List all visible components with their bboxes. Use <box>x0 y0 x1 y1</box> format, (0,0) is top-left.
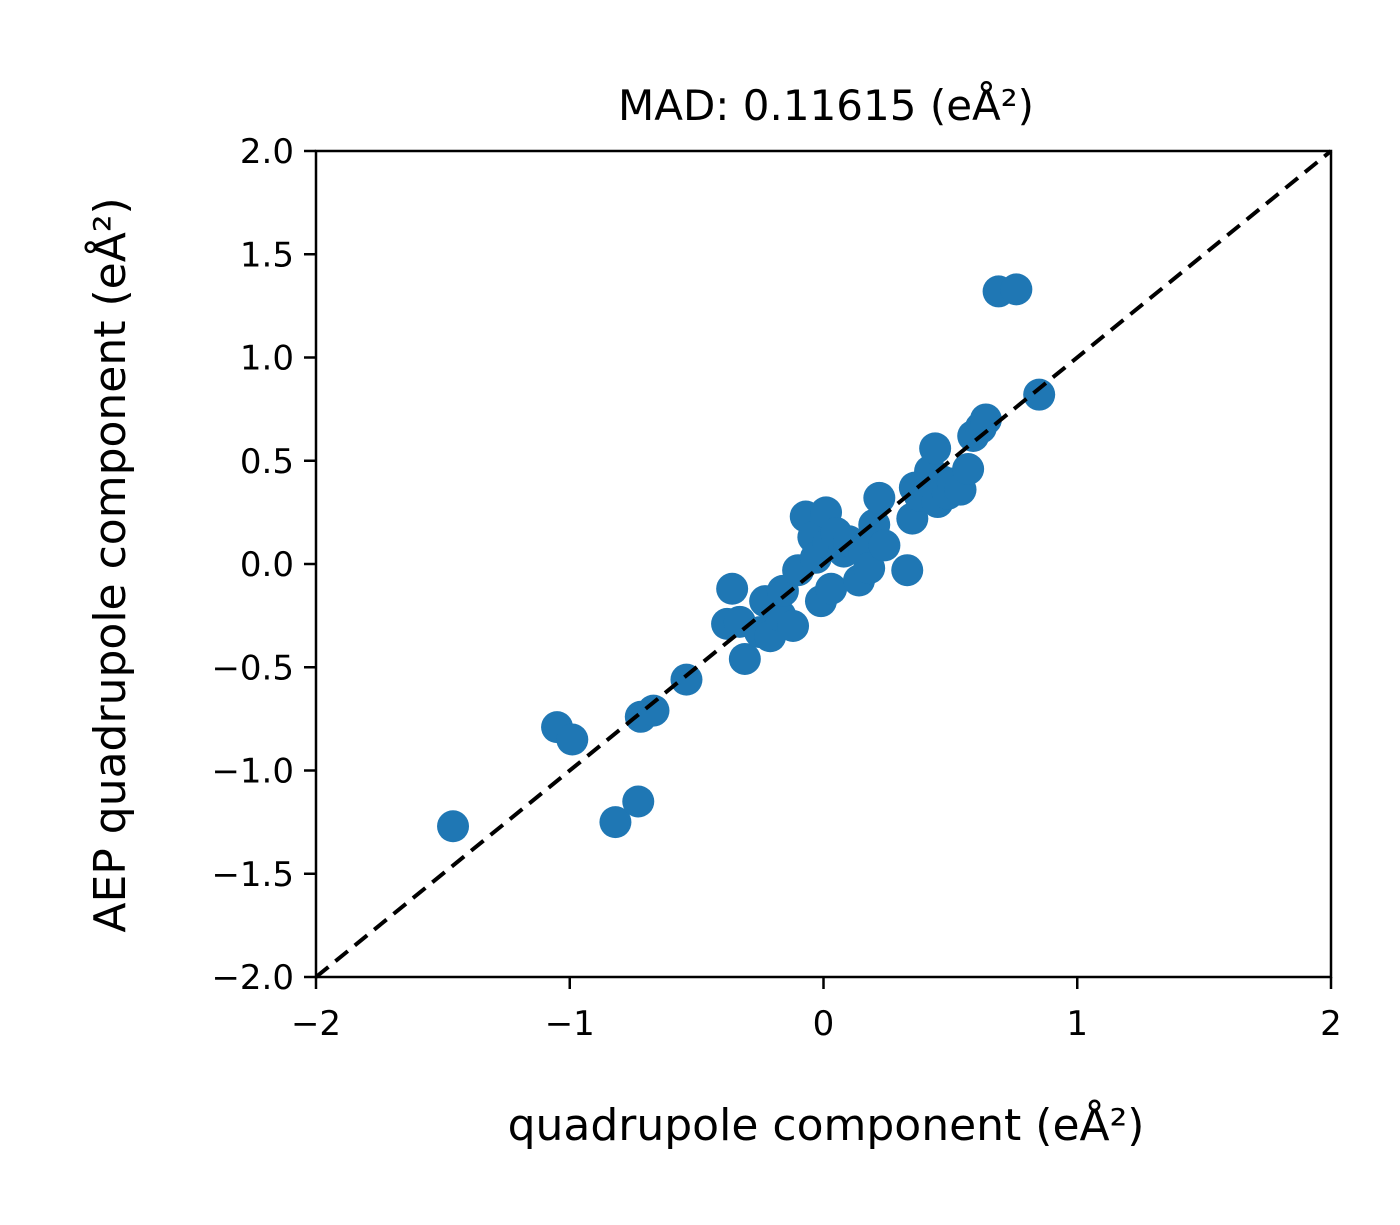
data-point <box>853 552 886 585</box>
data-point <box>670 663 703 696</box>
y-ticks: −2.0 −1.5 −1.0 −0.5 0.0 0.5 1.0 1.5 2.0 <box>211 132 316 998</box>
data-point <box>622 785 655 818</box>
y-tick-label: −1.0 <box>211 752 294 792</box>
data-point <box>952 453 985 486</box>
chart-title: MAD: 0.11615 (eÅ²) <box>618 80 1034 130</box>
data-point <box>863 481 896 514</box>
y-tick-label: −1.5 <box>211 855 294 895</box>
x-ticks: −2 −1 0 1 2 <box>291 977 1342 1044</box>
y-tick-label: −0.5 <box>211 648 294 688</box>
data-point <box>868 529 901 562</box>
reference-line <box>314 149 1333 979</box>
data-point <box>599 806 632 839</box>
points-layer <box>437 273 1056 843</box>
data-point <box>919 432 952 465</box>
data-point <box>815 572 848 605</box>
x-tick-label: −1 <box>545 1004 595 1044</box>
y-tick-label: 2.0 <box>240 132 294 172</box>
y-tick-label: −2.0 <box>211 958 294 998</box>
data-point <box>728 642 761 675</box>
x-tick-label: −2 <box>291 1004 341 1044</box>
x-tick-label: 2 <box>1320 1004 1342 1044</box>
y-axis-label: AEP quadrupole component (eÅ²) <box>83 197 136 932</box>
y-tick-label: 1.0 <box>240 339 294 379</box>
y-tick-label: 0.5 <box>240 442 294 482</box>
data-point <box>437 810 470 843</box>
data-point <box>891 554 924 587</box>
data-point <box>969 403 1002 436</box>
y-tick-label: 1.5 <box>240 235 294 275</box>
data-point <box>1000 273 1033 306</box>
data-point <box>556 723 589 756</box>
x-tick-label: 0 <box>813 1004 835 1044</box>
data-point <box>777 609 810 642</box>
data-point <box>716 572 749 605</box>
data-point <box>1023 378 1056 411</box>
x-axis-label: quadrupole component (eÅ²) <box>508 1098 1145 1151</box>
data-point <box>637 694 670 727</box>
x-tick-label: 1 <box>1066 1004 1088 1044</box>
y-tick-label: 0.0 <box>240 545 294 585</box>
